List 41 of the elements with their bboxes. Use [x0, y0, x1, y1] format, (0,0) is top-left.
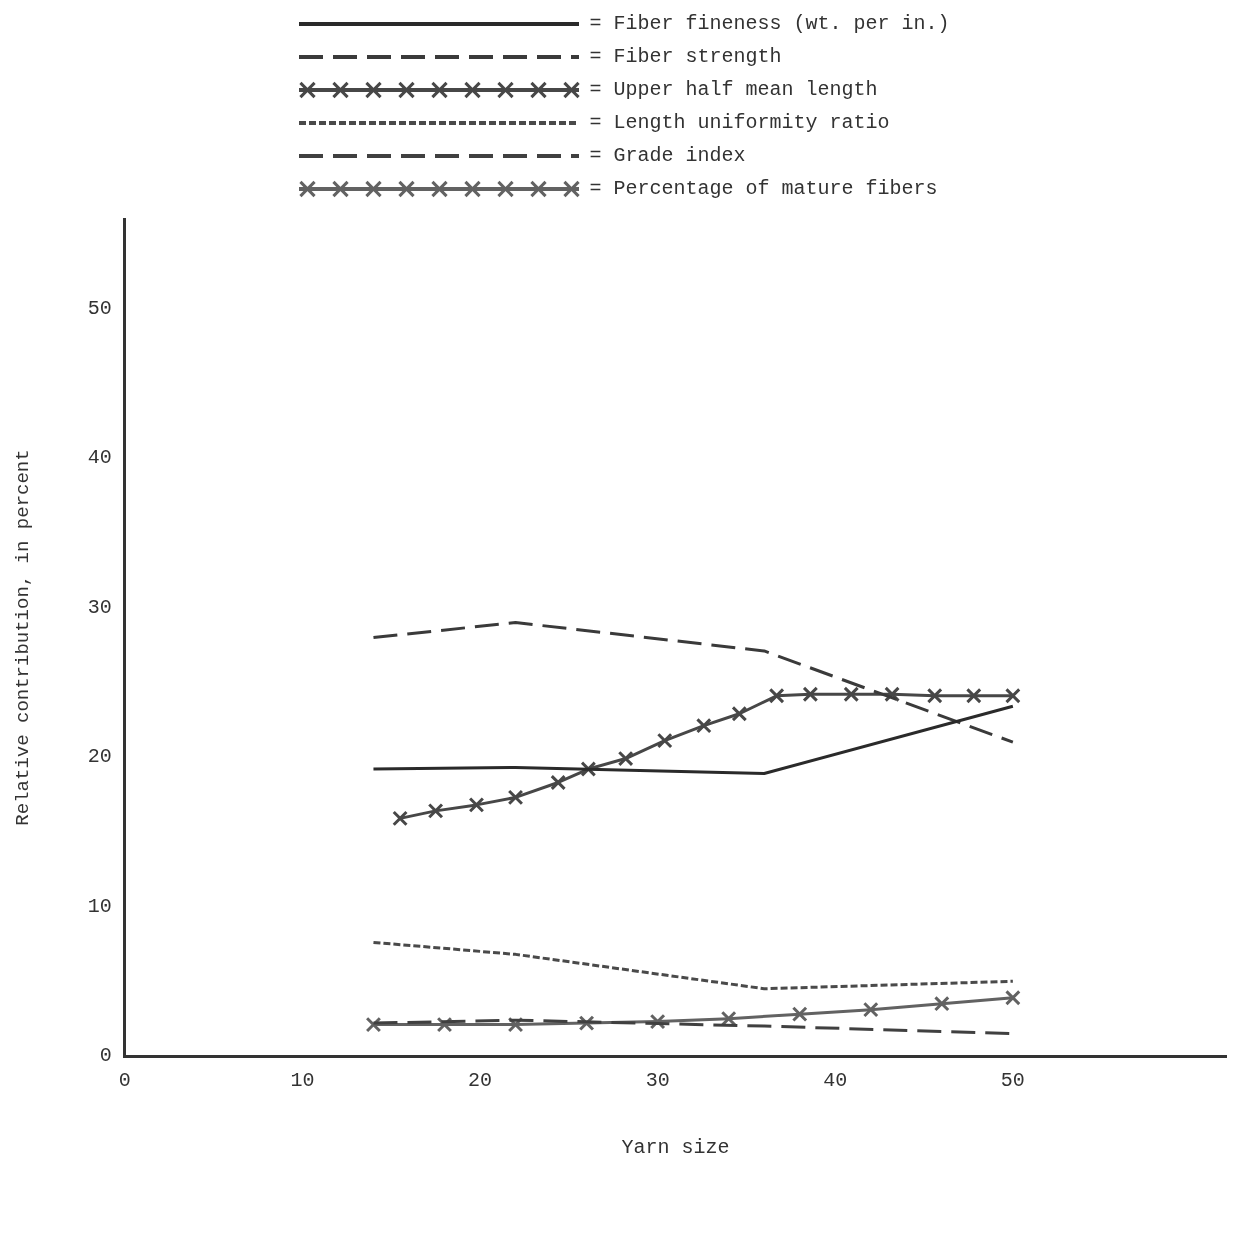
- x-axis-title: Yarn size: [621, 1136, 730, 1160]
- x-tick-label: 20: [468, 1069, 493, 1093]
- line-series: [371, 621, 1015, 744]
- x-tick-label: 30: [645, 1069, 670, 1093]
- point: [507, 789, 524, 806]
- point: [1005, 989, 1021, 1006]
- point: [862, 1001, 879, 1018]
- point: [656, 732, 673, 749]
- line-series: [371, 940, 1015, 991]
- point: [768, 687, 785, 704]
- x-tick-label: 10: [290, 1069, 315, 1093]
- point: [617, 750, 634, 767]
- x-tick-label: 50: [1000, 1069, 1025, 1093]
- legend-label: = Fiber fineness (wt. per in.): [589, 12, 950, 35]
- y-tick-label: 20: [87, 745, 112, 769]
- point: [392, 810, 408, 827]
- legend-label: = Fiber strength: [589, 45, 782, 68]
- point: [731, 705, 748, 722]
- point: [550, 774, 567, 791]
- x-tick-label: 40: [823, 1069, 848, 1093]
- point: [802, 686, 819, 703]
- point: [926, 687, 943, 704]
- legend-label: = Percentage of mature fibers: [589, 177, 938, 200]
- point: [965, 687, 982, 704]
- y-tick-label: 0: [99, 1044, 112, 1068]
- x-tick-label: 0: [118, 1069, 131, 1093]
- y-tick-label: 50: [87, 296, 112, 320]
- y-axis-title: Relative contribution, in percent: [12, 449, 35, 826]
- point: [427, 803, 444, 819]
- point: [933, 995, 950, 1012]
- legend-label: = Length uniformity ratio: [589, 111, 890, 134]
- y-tick-label: 10: [87, 894, 112, 918]
- point: [468, 797, 485, 813]
- y-tick-label: 30: [87, 595, 112, 619]
- y-tick-label: 40: [87, 446, 112, 470]
- point: [843, 686, 860, 703]
- legend-label: = Grade index: [589, 144, 746, 167]
- point: [791, 1006, 808, 1023]
- legend-label: = Upper half mean length: [589, 78, 878, 101]
- point: [695, 717, 712, 734]
- point: [1005, 687, 1021, 704]
